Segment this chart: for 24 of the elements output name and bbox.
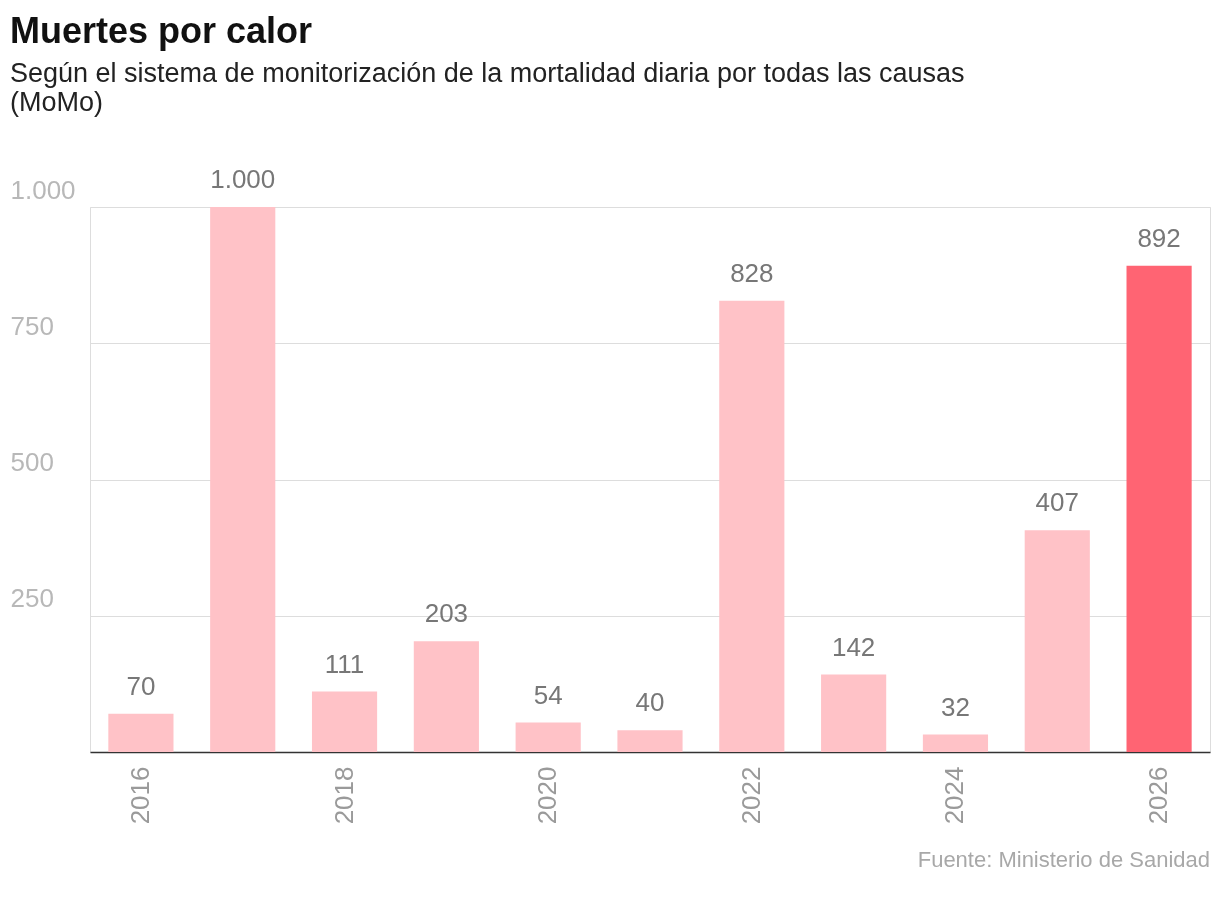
y-tick-label: 500 [10, 447, 54, 477]
x-tick-label: 2018 [328, 766, 359, 825]
chart-title: Muertes por calor [10, 10, 313, 51]
x-tick-label: 2020 [532, 766, 563, 825]
x-tick-label: 2016 [124, 766, 155, 825]
data-label: 111 [324, 648, 365, 679]
y-tick-label: 750 [10, 310, 54, 341]
data-label: 203 [424, 598, 469, 629]
data-label: 1.000 [210, 164, 276, 194]
data-label: 892 [1137, 222, 1181, 253]
data-label: 40 [635, 687, 665, 718]
x-tick-label: 2024 [939, 766, 970, 825]
data-label: 54 [533, 679, 563, 710]
y-tick-label: 1.000 [10, 174, 76, 205]
data-label: 142 [831, 631, 876, 662]
data-label: 32 [940, 691, 970, 722]
source-note: Fuente: Ministerio de Sanidad [917, 847, 1210, 872]
data-label: 407 [1035, 487, 1079, 518]
y-tick-label: 250 [10, 583, 54, 614]
data-label: 828 [730, 257, 774, 288]
chart-subtitle: Según el sistema de monitorización de la mortalidad diaria por todas las causas (MoMo) [10, 58, 965, 117]
x-tick-label: 2026 [1143, 766, 1174, 825]
x-tick-label: 2022 [735, 766, 766, 825]
data-label: 70 [126, 670, 156, 701]
